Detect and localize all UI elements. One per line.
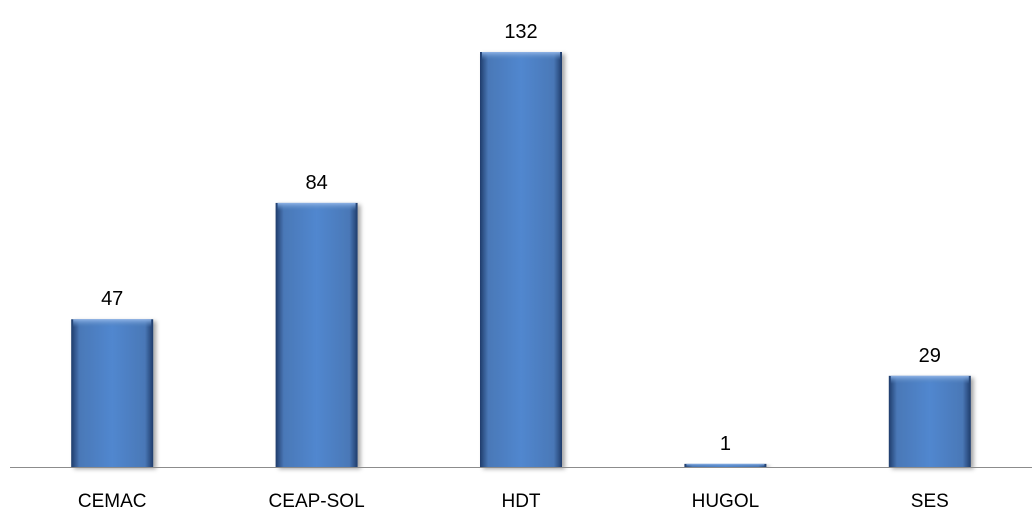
x-tick-label: CEMAC bbox=[78, 491, 147, 509]
x-tick-label: CEAP-SOL bbox=[269, 491, 365, 509]
bar-highlight bbox=[73, 319, 152, 328]
x-tick-label: SES bbox=[911, 491, 949, 509]
x-tick-label: HDT bbox=[501, 491, 540, 509]
data-label: 132 bbox=[504, 21, 537, 43]
bar-highlight bbox=[482, 52, 560, 60]
bar-rect bbox=[888, 375, 971, 467]
data-label: 47 bbox=[101, 288, 123, 310]
bar-ceap-sol bbox=[275, 202, 358, 467]
bar-highlight bbox=[277, 202, 356, 211]
labels-layer: 47 CEMAC 84 CEAP-SOL 132 HDT 1 HUGOL 29 SES bbox=[78, 21, 949, 509]
bar-ses bbox=[888, 375, 971, 467]
bar-highlight bbox=[686, 463, 765, 467]
data-label: 29 bbox=[919, 345, 941, 367]
data-label: 84 bbox=[305, 172, 327, 194]
bars-layer bbox=[71, 52, 971, 467]
bar-rect bbox=[275, 202, 358, 467]
bar-rect bbox=[71, 319, 154, 467]
bar-rect bbox=[480, 52, 562, 467]
bar-hugol bbox=[684, 463, 767, 467]
bar-cemac bbox=[71, 319, 154, 467]
bar-hdt bbox=[480, 52, 562, 467]
x-tick-label: HUGOL bbox=[692, 491, 760, 509]
bar-highlight bbox=[890, 375, 969, 384]
data-label: 1 bbox=[720, 433, 731, 455]
